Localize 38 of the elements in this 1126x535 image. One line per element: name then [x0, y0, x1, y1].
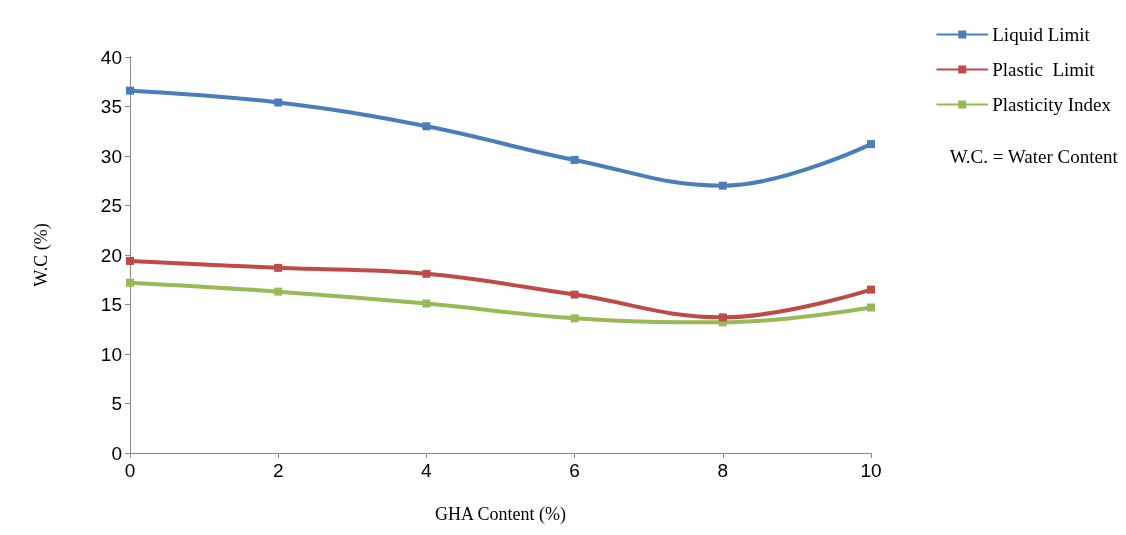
point — [867, 140, 875, 149]
point — [422, 269, 431, 278]
legend-label: Plastic Limit — [992, 59, 1096, 80]
x-axis-title: GHA Content (%) — [435, 504, 566, 525]
point — [718, 181, 727, 190]
y-tick-label: 15 — [100, 294, 122, 315]
y-tick-label: 0 — [111, 442, 122, 464]
x-tick-label: 2 — [272, 460, 284, 481]
point — [570, 155, 579, 164]
point — [570, 314, 579, 323]
point — [422, 299, 431, 308]
point — [867, 303, 875, 312]
point — [126, 278, 134, 287]
legend-label: Plasticity Index — [992, 94, 1112, 115]
y-tick-label: 10 — [100, 343, 122, 365]
point — [274, 287, 283, 296]
x-tick-label: 0 — [124, 460, 136, 481]
point — [422, 122, 431, 131]
text: W.C. = Water Content — [949, 146, 1119, 167]
y-tick-label: 5 — [111, 393, 122, 414]
legend-label: Liquid Limit — [992, 24, 1091, 45]
y-tick-label: 35 — [100, 96, 122, 117]
point — [126, 86, 134, 95]
point — [274, 263, 283, 272]
y-tick-label: 25 — [100, 195, 122, 216]
x-tick-label: 6 — [569, 460, 580, 481]
y-axis-title: W.C (%) — [31, 223, 52, 287]
x-tick-label: 4 — [421, 460, 433, 481]
point — [867, 285, 875, 294]
point — [570, 290, 579, 299]
x-tick-label: 10 — [860, 460, 882, 481]
x-tick-label: 8 — [717, 460, 729, 481]
y-tick-label: 20 — [100, 244, 122, 266]
y-tick-label: 30 — [100, 145, 122, 167]
y-tick-label: 40 — [100, 46, 122, 68]
point — [274, 98, 283, 107]
point — [718, 313, 727, 322]
point — [126, 256, 134, 265]
